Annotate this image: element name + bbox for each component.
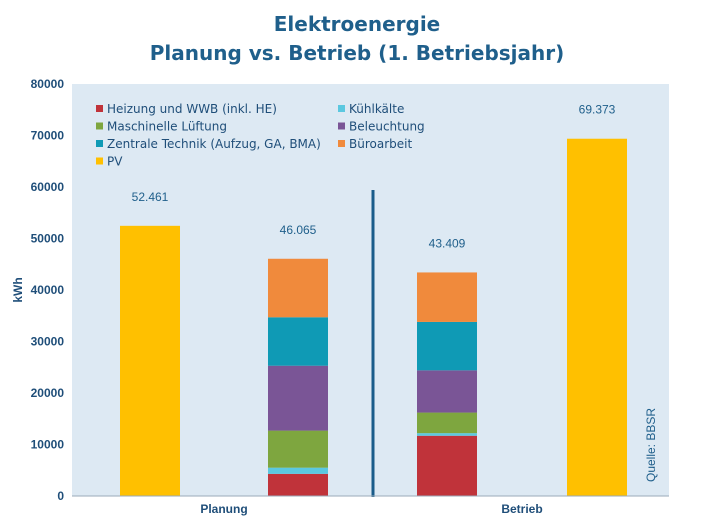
legend-label-zentrale-technik-aufzug-ga-bma: Zentrale Technik (Aufzug, GA, BMA) xyxy=(107,137,321,151)
bar-segment-planung-kuehlkaelte xyxy=(268,467,328,474)
bar-segment-betrieb-pv xyxy=(567,138,627,496)
y-tick-label: 0 xyxy=(57,489,64,503)
bars xyxy=(120,138,627,496)
legend-swatch-pv xyxy=(96,157,103,165)
data-label-planung-pv: 52.461 xyxy=(132,190,169,204)
bar-segment-planung-pv xyxy=(120,225,180,496)
legend-swatch-bueroarbeit xyxy=(338,140,345,147)
y-tick-label: 50000 xyxy=(31,232,65,246)
bar-segment-betrieb-bueroarbeit xyxy=(417,272,477,322)
legend-label-bueroarbeit: Büroarbeit xyxy=(349,137,412,151)
source-note: Quelle: BBSR xyxy=(644,408,658,482)
y-tick-label: 20000 xyxy=(31,386,65,400)
data-label-betrieb-verbrauch: 43.409 xyxy=(429,236,466,250)
legend-swatch-kuehlkaelte xyxy=(338,105,345,112)
x-category-betrieb: Betrieb xyxy=(501,502,542,516)
bar-segment-betrieb-zentrale-technik-aufzug-ga-bma xyxy=(417,321,477,371)
x-category-planung: Planung xyxy=(200,502,247,516)
y-tick-label: 70000 xyxy=(31,129,65,143)
data-label-planung-verbrauch: 46.065 xyxy=(280,223,317,237)
chart-title-line-2: Planung vs. Betrieb (1. Betriebsjahr) xyxy=(149,41,565,65)
bar-segment-betrieb-heizung-und-wwb-inkl-he xyxy=(417,435,477,496)
y-tick-label: 60000 xyxy=(31,180,65,194)
data-label-betrieb-pv: 69.373 xyxy=(579,103,616,117)
y-axis-ticks: 0 10000 20000 30000 40000 50000 60000 70000 8000… xyxy=(31,77,65,503)
bar-segment-planung-beleuchtung xyxy=(268,365,328,431)
bar-segment-planung-heizung-und-wwb-inkl-he xyxy=(268,473,328,496)
y-tick-label: 30000 xyxy=(31,335,65,349)
bar-segment-betrieb-maschinelle-lueftung xyxy=(417,412,477,434)
legend-label-kuehlkaelte: Kühlkälte xyxy=(349,102,404,116)
legend-swatch-zentrale-technik-aufzug-ga-bma xyxy=(96,140,103,147)
legend-swatch-heizung-und-wwb-inkl-he xyxy=(96,105,103,112)
legend-swatch-beleuchtung xyxy=(338,122,345,130)
chart-title: Elektroenergie Planung vs. Betrieb (1. B… xyxy=(0,10,714,68)
bar-segment-planung-zentrale-technik-aufzug-ga-bma xyxy=(268,317,328,366)
legend-swatch-maschinelle-lueftung xyxy=(96,122,103,130)
legend-label-heizung-und-wwb-inkl-he: Heizung und WWB (inkl. HE) xyxy=(107,102,277,116)
y-tick-label: 40000 xyxy=(31,283,65,297)
data-labels: 52.461 46.065 43.409 69.373 xyxy=(132,103,616,251)
legend: Heizung und WWB (inkl. HE) Kühlkälte Masch… xyxy=(96,102,425,169)
bar-segment-planung-bueroarbeit xyxy=(268,258,328,318)
x-axis-categories: Planung Betrieb xyxy=(200,502,542,516)
bar-segment-betrieb-kuehlkaelte xyxy=(417,433,477,436)
bar-segment-planung-maschinelle-lueftung xyxy=(268,430,328,468)
y-axis-label: kWh xyxy=(11,277,25,302)
y-tick-label: 10000 xyxy=(31,438,65,452)
legend-label-beleuchtung: Beleuchtung xyxy=(349,120,425,134)
legend-label-pv: PV xyxy=(107,155,123,169)
bar-segment-betrieb-beleuchtung xyxy=(417,370,477,413)
y-tick-label: 80000 xyxy=(31,77,65,91)
legend-label-maschinelle-lueftung: Maschinelle Lüftung xyxy=(107,120,227,134)
chart-title-line-1: Elektroenergie xyxy=(273,12,441,36)
